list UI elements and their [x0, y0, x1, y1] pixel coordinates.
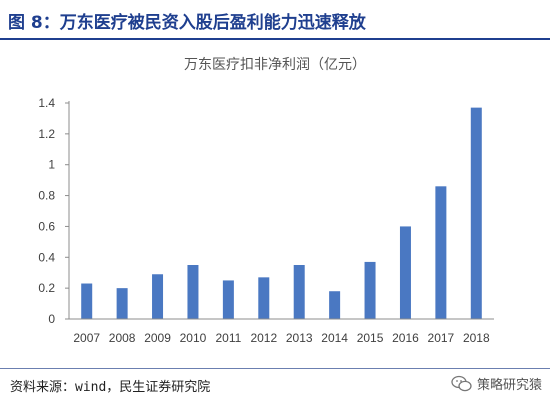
x-tick-label: 2011 [215, 331, 241, 345]
bar-2015 [364, 261, 376, 319]
y-tick-label: 1 [48, 158, 55, 172]
watermark: 策略研究猿 [451, 374, 542, 393]
footer-divider [0, 368, 550, 369]
x-tick-label: 2013 [286, 331, 313, 345]
x-tick-label: 2015 [357, 331, 384, 345]
x-tick-label: 2018 [463, 331, 490, 345]
bar-2017 [435, 186, 447, 319]
bars [81, 107, 482, 319]
bar-2007 [81, 283, 93, 319]
figure-header: 图 8：万东医疗被民资入股后盈利能力迅速释放 [0, 0, 550, 40]
x-tick-label: 2016 [392, 331, 419, 345]
x-tick-label: 2009 [144, 331, 171, 345]
chart-title: 万东医疗扣非净利润（亿元） [184, 57, 366, 73]
y-tick-label: 1.4 [38, 96, 55, 110]
figure-title: 图 8：万东医疗被民资入股后盈利能力迅速释放 [8, 13, 366, 33]
bar-2012 [258, 277, 270, 319]
y-tick-label: 0.2 [38, 281, 55, 295]
bar-2014 [329, 291, 341, 319]
bar-2008 [116, 288, 128, 319]
bar-2011 [222, 280, 234, 319]
y-tick-label: 0.8 [38, 189, 55, 203]
bar-2013 [293, 265, 305, 319]
x-tick-label: 2010 [180, 331, 207, 345]
bar-2009 [152, 274, 164, 319]
x-tick-label: 2012 [250, 331, 277, 345]
y-tick-label: 0.6 [38, 219, 55, 233]
x-tick-label: 2008 [109, 331, 136, 345]
wechat-icon [451, 375, 472, 391]
bar-2016 [399, 226, 411, 319]
x-tick-label: 2007 [73, 331, 100, 345]
y-axis: 0 0.2 0.4 0.6 0.8 1 1.2 1.4 [38, 96, 70, 326]
y-tick-label: 1.2 [38, 127, 55, 141]
y-tick-label: 0 [48, 312, 55, 326]
bar-2010 [187, 265, 199, 319]
bar-2018 [470, 107, 482, 319]
watermark-text: 策略研究猿 [476, 378, 542, 393]
source-note: 资料来源：wind，民生证券研究院 [10, 380, 211, 395]
x-axis: 2007 2008 2009 2010 2011 2012 2013 2014 2015 2016… [69, 318, 494, 345]
y-tick-label: 0.4 [38, 250, 55, 264]
x-tick-label: 2017 [428, 331, 455, 345]
bar-chart: 万东医疗扣非净利润（亿元） 00.20.40.60.811.21.4 2007 2… [38, 57, 494, 345]
x-tick-label: 2014 [321, 331, 348, 345]
